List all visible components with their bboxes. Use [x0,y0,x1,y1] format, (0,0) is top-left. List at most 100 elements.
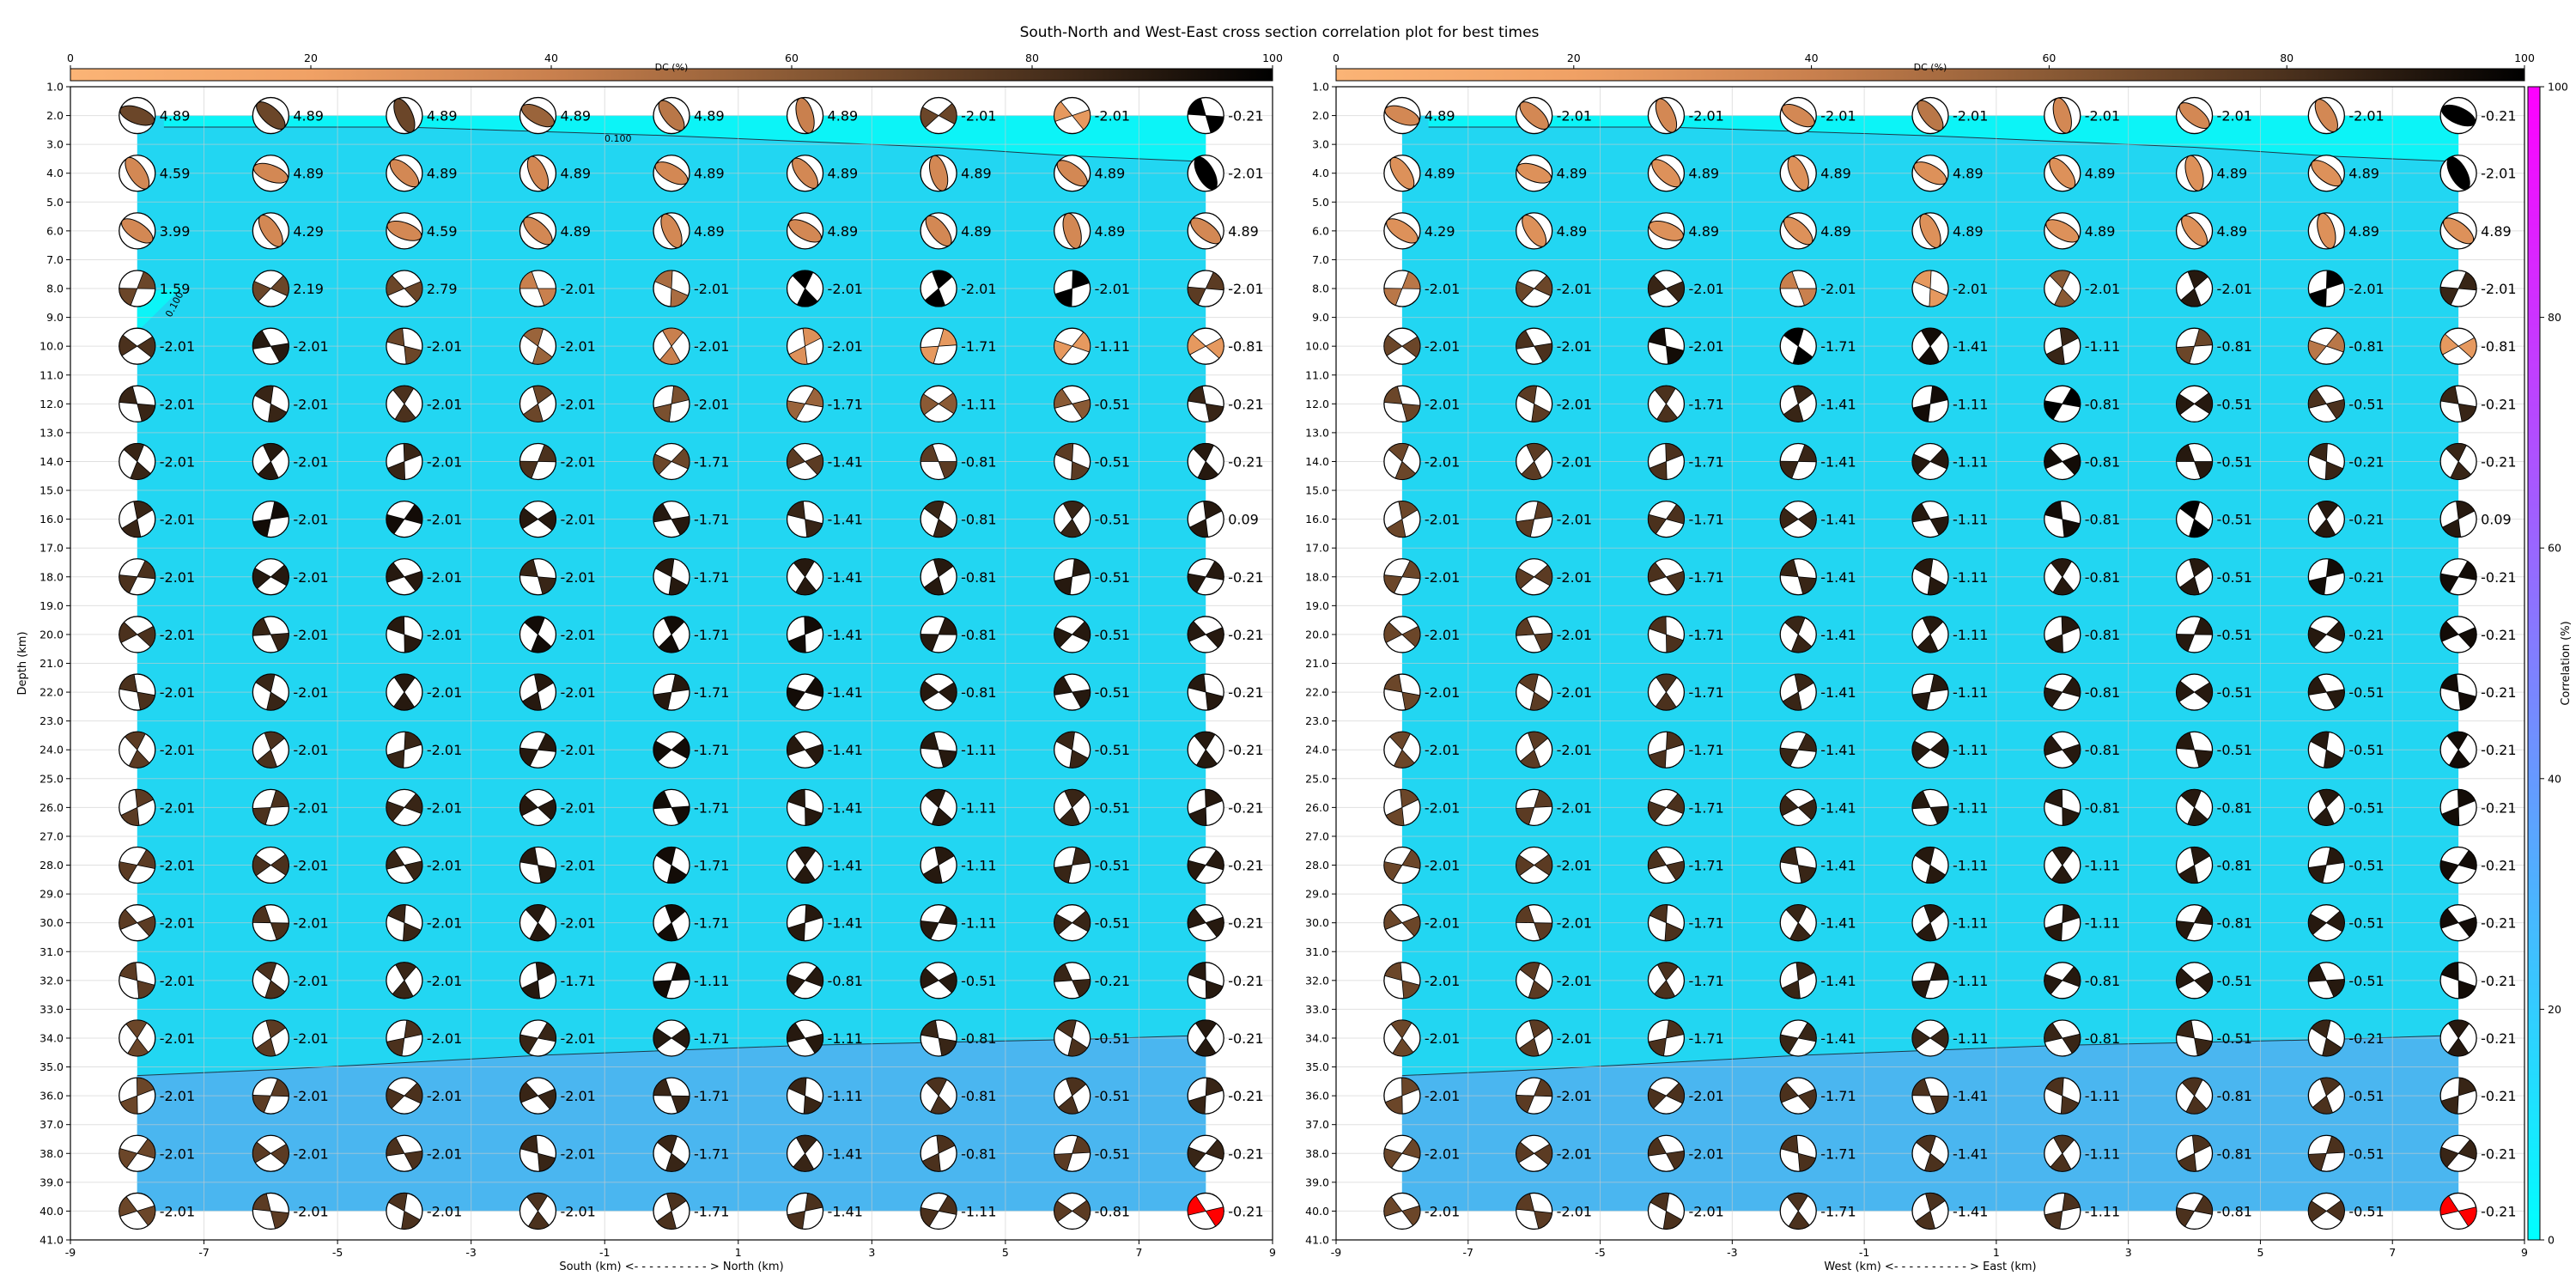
y-tick-label: 3.0 [1312,138,1329,151]
beachball-quadrant [1913,558,1934,578]
beachball-quadrant [521,691,542,711]
beachball-quadrant [671,515,690,536]
beachball-quadrant [537,865,556,884]
beachball-quadrant [404,860,423,881]
beachball-quadrant [1533,275,1553,297]
time-shift-label: -0.21 [2481,453,2516,470]
beachball [252,1077,289,1115]
beachball-quadrant [2312,1095,2334,1115]
beachball-quadrant [1205,788,1224,808]
y-tick-label: 6.0 [46,224,64,237]
time-shift-label: -2.01 [160,915,195,932]
time-shift-label: -0.51 [1095,684,1130,701]
beachball [786,1134,824,1172]
beachball [118,1019,156,1057]
beachball [1911,327,1949,365]
beachball-quadrant [2062,453,2081,476]
beachball [1383,1019,1421,1057]
beachball [786,616,824,653]
beachball-quadrant [1384,962,1403,981]
beachball-quadrant [1401,1138,1421,1159]
time-shift-label: -2.01 [160,1088,195,1104]
time-shift-label: -2.01 [427,1145,462,1162]
time-shift-label: -2.01 [1557,1145,1592,1162]
time-shift-label: -2.01 [427,742,462,758]
time-shift-label: -1.11 [961,396,996,412]
beachball-quadrant [1666,634,1684,653]
beachball-quadrant [262,443,284,463]
beachball-quadrant [527,1210,550,1230]
time-shift-label: -2.01 [1425,1203,1460,1219]
beachball [920,788,957,827]
beachball [386,673,423,711]
beachball [1383,327,1421,365]
time-shift-label: -0.81 [2085,512,2120,528]
time-shift-label: -0.81 [2085,684,2120,701]
time-shift-label: -2.01 [160,742,195,758]
time-shift-label: 1.59 [160,281,191,297]
time-shift-label: -2.01 [160,1030,195,1047]
beachball [1383,788,1421,827]
time-shift-label: -2.01 [1557,453,1592,470]
beachball-quadrant [537,799,556,821]
beachball-quadrant [2314,518,2336,538]
beachball-quadrant [137,980,155,999]
beachball-quadrant [1516,1193,1535,1212]
beachball-quadrant [2044,788,2063,808]
beachball [2175,212,2214,250]
y-tick-label: 28.0 [39,859,64,872]
beachball-quadrant [787,634,806,653]
beachball [2044,212,2081,250]
time-shift-label: -2.01 [560,512,595,528]
beachball-quadrant [1054,913,1073,936]
time-shift-label: -1.41 [828,915,863,932]
time-shift-label: -0.51 [2348,858,2384,874]
dc-colorbar [70,68,1273,82]
beachball [1911,212,1949,250]
time-shift-label: -2.01 [1557,858,1592,874]
beachball [1516,904,1553,942]
time-shift-label: 4.89 [2348,166,2379,182]
beachball-quadrant [2178,1152,2197,1172]
beachball [1187,442,1224,481]
time-shift-label: -0.51 [1095,396,1130,412]
beachball-quadrant [936,1134,956,1154]
beachball [1516,500,1553,538]
beachball [386,788,423,827]
beachball-quadrant [135,789,155,808]
beachball [252,442,289,481]
beachball-quadrant [137,560,156,580]
beachball-quadrant [670,288,689,307]
beachball-quadrant [668,576,689,596]
beachball-quadrant [1401,403,1421,422]
beachball [786,442,824,481]
time-shift-label: -2.01 [427,1203,462,1219]
time-shift-label: -0.51 [2348,1203,2384,1219]
beachball-quadrant [1797,288,1817,307]
beachball [1647,558,1686,596]
time-shift-label: 4.89 [694,166,725,182]
beachball-quadrant [805,1193,823,1212]
beachball-quadrant [2439,286,2459,306]
beachball [386,731,423,769]
beachball [2175,731,2214,769]
beachball-quadrant [1779,507,1799,530]
beachball-quadrant [2458,403,2477,422]
beachball-quadrant [663,616,685,635]
beachball [386,1077,423,1115]
beachball-quadrant [1534,343,1553,363]
y-tick-label: 31.0 [39,945,64,958]
time-shift-label: -0.81 [1228,338,1263,355]
beachball [1647,904,1686,942]
beachball [1779,385,1817,422]
beachball [1383,385,1421,422]
beachball-quadrant [653,980,672,999]
beachball [1054,846,1091,884]
beachball-quadrant [270,922,289,941]
beachball-quadrant [526,155,550,191]
beachball [2175,962,2214,999]
time-shift-label: -1.11 [1953,1030,1988,1047]
beachball-quadrant [1194,731,1216,750]
beachball [2439,327,2477,365]
beachball-quadrant [1797,1088,1817,1110]
